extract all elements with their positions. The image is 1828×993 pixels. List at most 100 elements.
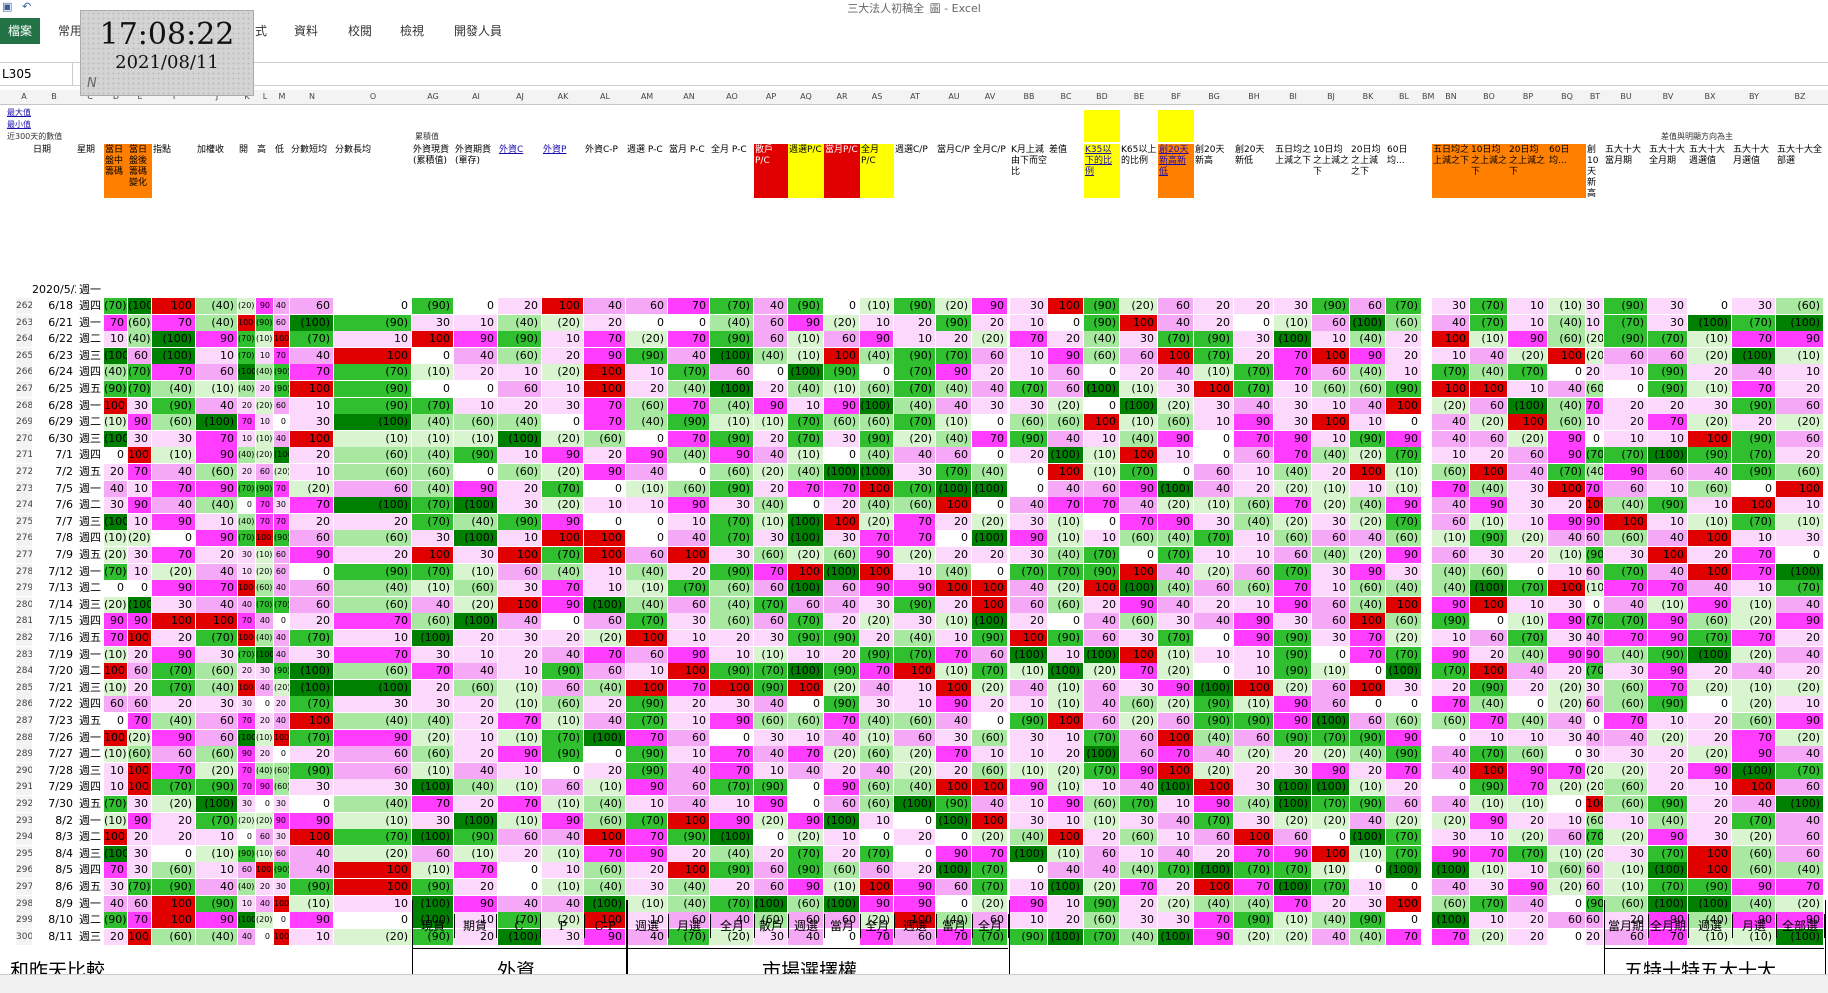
cell-bg[interactable]: (100) — [1194, 679, 1233, 696]
cell-m[interactable]: (60) — [274, 779, 289, 796]
cell-d[interactable]: (10) — [104, 530, 127, 547]
cell-be[interactable]: 30 — [1120, 812, 1157, 829]
cell-week[interactable]: 週三 — [76, 596, 104, 613]
cell-bk[interactable]: (40) — [1350, 497, 1385, 514]
cell-ag[interactable]: (10) — [412, 580, 453, 597]
cell-au[interactable]: (20) — [936, 298, 971, 314]
cell-week[interactable]: 週四 — [76, 364, 104, 381]
cell-bj[interactable]: 0 — [1312, 646, 1349, 663]
cell-l[interactable]: (40) — [256, 762, 273, 779]
cell-bx[interactable]: (20) — [1688, 414, 1731, 431]
cell-by[interactable]: (10) — [1732, 596, 1775, 613]
cell-n[interactable]: 100 — [290, 829, 333, 846]
cell-week[interactable]: 週五 — [76, 381, 104, 397]
cell-ao[interactable]: 10 — [710, 646, 753, 663]
cell-am[interactable]: (60) — [626, 397, 667, 414]
cell-bi[interactable]: (10) — [1274, 912, 1311, 929]
cell-bv[interactable]: 40 — [1648, 563, 1687, 580]
cell-ag[interactable]: 100 — [412, 547, 453, 563]
cell-bp[interactable]: 90 — [1508, 762, 1547, 779]
min-label[interactable]: 最小值 — [7, 120, 31, 129]
cell-date[interactable]: 7/13 — [32, 580, 76, 597]
cell-l[interactable]: (40) — [256, 630, 273, 646]
cell-aj[interactable]: 10 — [498, 364, 541, 381]
cell-ap[interactable]: (10) — [754, 646, 787, 663]
cell-ao[interactable]: (40) — [710, 397, 753, 414]
cell-ag[interactable]: (10) — [412, 364, 453, 381]
row-number[interactable]: 268 — [16, 397, 32, 414]
cell-date[interactable]: 7/29 — [32, 779, 76, 796]
cell-bg[interactable]: 0 — [1194, 430, 1233, 447]
cell-ap[interactable]: 40 — [754, 298, 787, 314]
undo-icon[interactable]: ↶ — [22, 0, 32, 13]
cell-bb[interactable]: (70) — [1010, 563, 1047, 580]
cell-bp[interactable]: (40) — [1508, 713, 1547, 729]
cell-an[interactable]: 70 — [668, 331, 709, 348]
cell-bb[interactable]: 30 — [1010, 812, 1047, 829]
cell-ap[interactable]: 0 — [754, 829, 787, 846]
cell-j[interactable]: (20) — [196, 762, 237, 779]
cell-aj[interactable]: 30 — [498, 630, 541, 646]
cell-k[interactable]: (40) — [238, 879, 255, 895]
cell-bn[interactable]: 40 — [1432, 746, 1469, 763]
column-header-bi[interactable]: BI — [1289, 92, 1297, 101]
cell-au[interactable]: (70) — [936, 464, 971, 480]
cell-bf[interactable]: (20) — [1158, 497, 1193, 514]
cell-bb[interactable]: 70 — [1010, 331, 1047, 348]
cell-date[interactable]: 6/29 — [32, 414, 76, 431]
cell-bx[interactable]: 20 — [1688, 547, 1731, 563]
cell-i[interactable]: 100 — [152, 912, 195, 929]
cell-bt[interactable]: (10) — [1586, 580, 1603, 597]
cell-n[interactable]: 10 — [290, 464, 333, 480]
cell-bp[interactable]: 0 — [1508, 563, 1547, 580]
cell-aj[interactable]: (70) — [498, 912, 541, 929]
cell-bp[interactable]: 10 — [1508, 298, 1547, 314]
cell-d[interactable]: (10) — [104, 679, 127, 696]
row-number[interactable]: 264 — [16, 331, 32, 348]
cell-m[interactable]: 0 — [274, 912, 289, 929]
cell-bp[interactable]: 10 — [1508, 862, 1547, 879]
cell-bx[interactable]: 10 — [1688, 497, 1731, 514]
cell-e[interactable]: 100 — [128, 762, 151, 779]
cell-ag[interactable]: 40 — [412, 596, 453, 613]
cell-at[interactable]: (70) — [894, 364, 935, 381]
cell-bb[interactable]: 0 — [1010, 464, 1047, 480]
cell-bk[interactable]: 0 — [1350, 663, 1385, 680]
cell-ao[interactable]: (90) — [710, 862, 753, 879]
cell-bu[interactable]: 20 — [1604, 912, 1647, 929]
cell-l[interactable]: (20) — [256, 563, 273, 580]
cell-bh[interactable]: 20 — [1234, 347, 1273, 364]
cell-by[interactable]: 90 — [1732, 879, 1775, 895]
cell-al[interactable]: 100 — [584, 829, 625, 846]
cell-bb[interactable]: (90) — [1010, 430, 1047, 447]
cell-be[interactable]: (60) — [1120, 613, 1157, 630]
cell-bx[interactable]: (90) — [1688, 447, 1731, 464]
cell-ap[interactable]: (20) — [754, 812, 787, 829]
cell-o[interactable]: 60 — [334, 762, 411, 779]
cell-at[interactable]: 100 — [894, 912, 935, 929]
cell-be[interactable]: 30 — [1120, 331, 1157, 348]
cell-bg[interactable]: (20) — [1194, 563, 1233, 580]
cell-j[interactable]: (90) — [196, 895, 237, 912]
cell-date[interactable]: 8/3 — [32, 829, 76, 846]
column-header-bp[interactable]: BP — [1522, 92, 1534, 101]
cell-ar[interactable]: 20 — [824, 646, 859, 663]
cell-as[interactable]: 70 — [860, 530, 893, 547]
cell-ai[interactable]: 10 — [454, 314, 497, 331]
column-header-m[interactable]: M — [278, 92, 286, 101]
cell-ar[interactable]: (20) — [824, 679, 859, 696]
cell-l[interactable]: 70 — [256, 513, 273, 530]
cell-ag[interactable]: (20) — [412, 729, 453, 746]
cell-bc[interactable]: 0 — [1048, 314, 1083, 331]
cell-bh[interactable]: (60) — [1234, 580, 1273, 597]
cell-date[interactable]: 7/21 — [32, 679, 76, 696]
cell-i[interactable]: (20) — [152, 796, 195, 812]
cell-al[interactable]: (60) — [584, 430, 625, 447]
cell-am[interactable]: 10 — [626, 663, 667, 680]
cell-au[interactable]: (40) — [936, 430, 971, 447]
cell-ai[interactable]: 20 — [454, 713, 497, 729]
cell-by[interactable]: 0 — [1732, 480, 1775, 497]
cell-e[interactable]: 30 — [128, 845, 151, 862]
cell-bn[interactable]: 40 — [1432, 879, 1469, 895]
cell-l[interactable]: 10 — [256, 347, 273, 364]
